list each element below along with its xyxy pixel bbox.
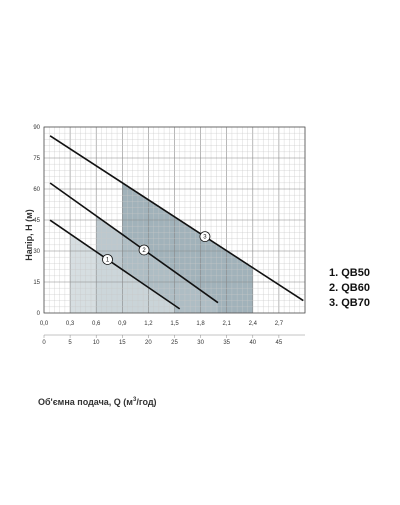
series-marker-1 — [102, 254, 113, 265]
x-axis-label-sup: 3 — [133, 397, 137, 403]
series-marker-3 — [199, 231, 211, 243]
series-line-qb70 — [49, 135, 304, 302]
x2-tick-label: 35 — [223, 340, 230, 346]
series-lines: 1 2 3 — [49, 135, 304, 310]
x-tick-label: 0,6 — [92, 321, 101, 327]
x-tick-label: 1,2 — [144, 321, 153, 327]
x2-tick-label: 30 — [197, 340, 204, 346]
y-tick-label: 75 — [33, 156, 40, 162]
operating-regions — [70, 182, 253, 313]
x-tick-label: 0,9 — [118, 321, 127, 327]
series-marker-2 — [138, 244, 150, 256]
y-axis-label: Напір, H (м) — [24, 209, 34, 261]
series-marker-label: 2 — [142, 248, 146, 254]
x-tick-label: 0,0 — [40, 321, 49, 327]
series-marker-label: 3 — [203, 235, 207, 241]
y-tick-label: 45 — [33, 218, 40, 224]
legend-item: 2. QB60 — [329, 282, 370, 294]
x2-tick-label: 15 — [119, 340, 126, 346]
x-tick-label: 2,7 — [275, 321, 284, 327]
x-axis-label-suffix: /год) — [136, 397, 156, 407]
grid — [43, 126, 306, 314]
x-axis-label-prefix: Об'ємна подача, Q (м — [38, 397, 133, 407]
y-tick-label: 15 — [33, 280, 40, 286]
x2-tick-label: 5 — [68, 340, 72, 346]
axis-labels: Напір, H (м) Об'ємна подача, Q (м3/год) — [24, 209, 157, 407]
x-tick-label: 2,4 — [249, 321, 258, 327]
x-axis-label: Об'ємна подача, Q (м3/год) — [38, 397, 157, 407]
y-tick-label: 90 — [33, 125, 40, 131]
series-marker-label: 1 — [106, 257, 110, 263]
x-tick-label: 1,8 — [196, 321, 205, 327]
x2-tick-label: 0 — [42, 340, 46, 346]
y-tick-label: 0 — [37, 311, 41, 317]
x2-tick-label: 40 — [249, 340, 256, 346]
legend-item: 1. QB50 — [329, 267, 370, 279]
plot-frame — [43, 126, 306, 314]
series-line-qb60 — [49, 182, 219, 304]
x-tick-label: 0,3 — [66, 321, 75, 327]
x-tick-label: 1,5 — [170, 321, 179, 327]
y-tick-label: 30 — [33, 249, 40, 255]
x2-tick-label: 25 — [171, 340, 178, 346]
x2-tick-label: 20 — [145, 340, 152, 346]
x2-tick-label: 10 — [93, 340, 100, 346]
x-tick-label: 2,1 — [223, 321, 232, 327]
x2-tick-label: 45 — [276, 340, 283, 346]
y-tick-label: 60 — [33, 187, 40, 193]
legend: 1. QB50 2. QB60 3. QB70 — [329, 267, 370, 309]
series-line-qb50 — [49, 219, 181, 310]
legend-item: 3. QB70 — [329, 297, 370, 309]
